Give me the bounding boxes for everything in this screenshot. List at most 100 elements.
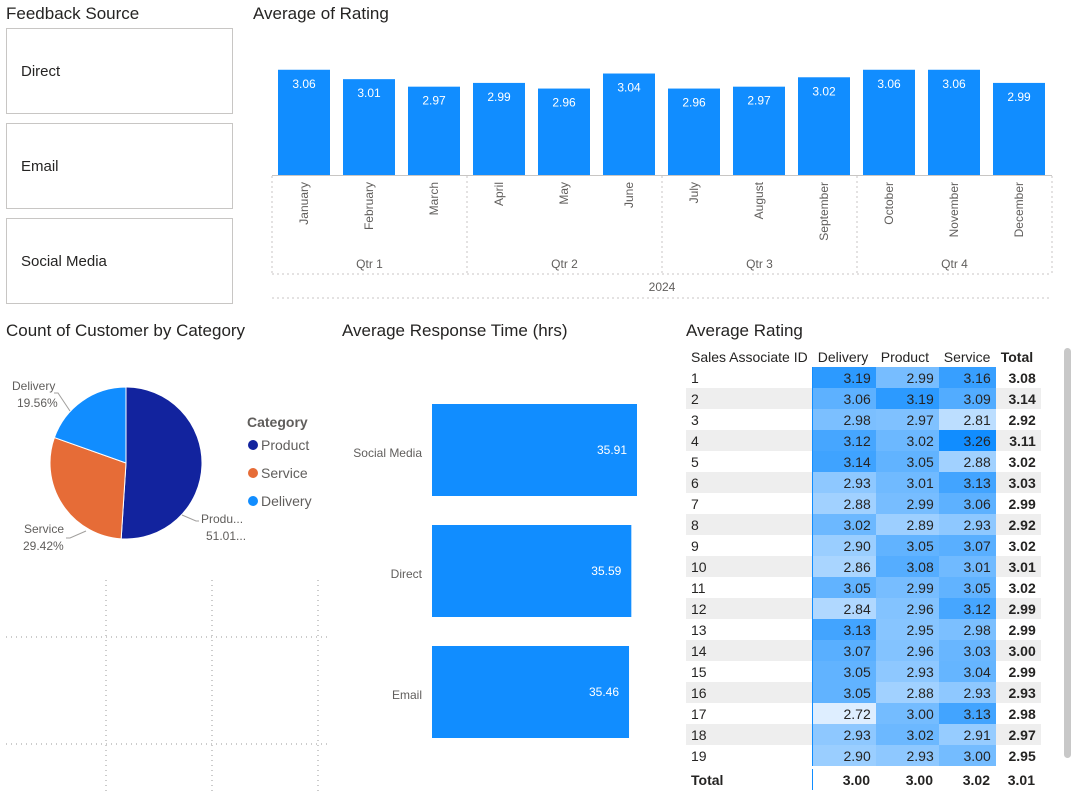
matrix-row: 4 3.12 3.02 3.26 3.11 bbox=[686, 430, 1041, 451]
matrix-title: Average Rating bbox=[686, 321, 803, 340]
matrix-cell: 2.93 bbox=[875, 661, 939, 682]
matrix-cell: 3.26 bbox=[938, 430, 996, 451]
matrix-cell: 2.88 bbox=[875, 682, 939, 703]
matrix-cell: 3.07 bbox=[812, 640, 876, 661]
legend-item-product[interactable]: Product bbox=[261, 437, 309, 453]
slicer-option-direct[interactable]: Direct bbox=[6, 28, 233, 114]
pie-slice-delivery[interactable] bbox=[53, 386, 127, 464]
month-bar[interactable] bbox=[278, 69, 330, 175]
sales-associate-id: 13 bbox=[691, 621, 707, 638]
matrix-cell: 3.13 bbox=[812, 619, 876, 640]
month-bar[interactable] bbox=[408, 86, 460, 175]
matrix-cell: 3.05 bbox=[938, 577, 996, 598]
matrix-cell: 2.99 bbox=[875, 493, 939, 514]
matrix-cell: 2.93 bbox=[875, 745, 939, 766]
month-tick-label: November bbox=[947, 182, 961, 237]
matrix-cell: 3.12 bbox=[938, 598, 996, 619]
matrix-cell: 2.93 bbox=[938, 682, 996, 703]
matrix-cell: 3.02 bbox=[875, 430, 939, 451]
matrix-cell: 3.01 bbox=[938, 556, 996, 577]
matrix-row: 11 3.05 2.99 3.05 3.02 bbox=[686, 577, 1041, 598]
matrix-cell: 3.07 bbox=[938, 535, 996, 556]
month-bar[interactable] bbox=[603, 73, 655, 175]
matrix-row: 16 3.05 2.88 2.93 2.93 bbox=[686, 682, 1041, 703]
matrix-header[interactable]: Total bbox=[1000, 348, 1034, 365]
bar-data-label: 2.99 bbox=[1007, 90, 1031, 104]
response-category-label: Email bbox=[392, 688, 422, 702]
sales-associate-id: 2 bbox=[686, 388, 813, 409]
month-tick-label: October bbox=[882, 182, 896, 225]
month-bar[interactable] bbox=[993, 82, 1045, 175]
matrix-cell: 3.05 bbox=[875, 451, 939, 472]
matrix-header[interactable]: Sales Associate ID bbox=[691, 348, 808, 365]
empty-visual-placeholder bbox=[6, 580, 330, 792]
pie-slice-service[interactable] bbox=[49, 436, 127, 540]
matrix-header-row: Sales Associate ID Delivery Product Serv… bbox=[686, 346, 1041, 367]
bar-data-label: 2.99 bbox=[487, 90, 511, 104]
response-chart-title: Average Response Time (hrs) bbox=[342, 321, 568, 340]
matrix-row: 13 3.13 2.95 2.98 2.99 bbox=[686, 619, 1041, 640]
matrix-cell: 2.96 bbox=[875, 598, 939, 619]
matrix-header[interactable]: Service bbox=[943, 348, 991, 365]
sales-associate-id: 8 bbox=[686, 514, 813, 535]
matrix-cell: 3.06 bbox=[812, 388, 876, 409]
bar-data-label: 2.97 bbox=[747, 94, 771, 108]
matrix-row: 1 3.19 2.99 3.16 3.08 bbox=[686, 367, 1041, 388]
matrix-cell: 3.16 bbox=[938, 367, 996, 388]
month-bar[interactable] bbox=[538, 88, 590, 175]
matrix-row-total: 2.99 bbox=[1008, 621, 1036, 638]
matrix-cell: 3.08 bbox=[875, 556, 939, 577]
sales-associate-id: 9 bbox=[691, 537, 699, 554]
matrix-cell: 3.03 bbox=[938, 640, 996, 661]
legend-item-service[interactable]: Service bbox=[261, 465, 308, 481]
month-bar[interactable] bbox=[798, 77, 850, 175]
matrix-row-total: 2.93 bbox=[995, 682, 1041, 703]
matrix-row: 14 3.07 2.96 3.03 3.00 bbox=[686, 640, 1041, 661]
matrix-row: 6 2.93 3.01 3.13 3.03 bbox=[686, 472, 1041, 493]
matrix-cell: 3.13 bbox=[938, 703, 996, 724]
bar-data-label: 2.96 bbox=[552, 96, 576, 110]
month-bar[interactable] bbox=[733, 86, 785, 175]
month-bar[interactable] bbox=[928, 69, 980, 175]
month-bar[interactable] bbox=[668, 88, 720, 175]
matrix-cell: 3.02 bbox=[875, 724, 939, 745]
matrix-cell: 3.05 bbox=[812, 682, 876, 703]
sales-associate-id: 3 bbox=[691, 411, 699, 428]
matrix-cell: 3.00 bbox=[875, 703, 939, 724]
response-bar[interactable] bbox=[432, 525, 632, 617]
quarter-label: Qtr 4 bbox=[941, 257, 968, 271]
sales-associate-id: 16 bbox=[686, 682, 813, 703]
month-bar[interactable] bbox=[473, 82, 525, 175]
leader-line bbox=[181, 514, 199, 522]
pie-slice-product[interactable] bbox=[120, 386, 203, 540]
matrix-cell: 2.84 bbox=[812, 598, 876, 619]
sales-associate-id: 12 bbox=[686, 598, 813, 619]
legend-marker bbox=[248, 496, 258, 506]
slicer-option-email[interactable]: Email bbox=[6, 123, 233, 209]
month-tick-label: January bbox=[297, 182, 311, 225]
matrix-scrollbar[interactable] bbox=[1064, 348, 1071, 758]
response-bar[interactable] bbox=[432, 404, 637, 496]
matrix-header[interactable]: Delivery bbox=[817, 348, 869, 365]
bar-data-label: 3.06 bbox=[942, 77, 966, 91]
month-bar[interactable] bbox=[863, 69, 915, 175]
legend-marker bbox=[248, 468, 258, 478]
legend-item-delivery[interactable]: Delivery bbox=[261, 493, 312, 509]
matrix-cell: 2.97 bbox=[875, 409, 939, 430]
sales-associate-id: 15 bbox=[691, 663, 707, 680]
sales-associate-id: 1 bbox=[691, 369, 699, 386]
matrix-cell: 3.04 bbox=[938, 661, 996, 682]
bar-data-label: 35.59 bbox=[591, 564, 621, 578]
matrix-header[interactable]: Product bbox=[880, 348, 929, 365]
month-tick-label: June bbox=[622, 182, 636, 208]
matrix-row: 17 2.72 3.00 3.13 2.98 bbox=[686, 703, 1041, 724]
slicer-option-social-media[interactable]: Social Media bbox=[6, 218, 233, 304]
month-bar[interactable] bbox=[343, 79, 395, 175]
response-bar[interactable] bbox=[432, 646, 630, 738]
matrix-row-total: 2.92 bbox=[995, 514, 1041, 535]
matrix-row-total: 3.02 bbox=[1008, 453, 1036, 470]
matrix-row-total: 2.98 bbox=[1008, 705, 1036, 722]
month-tick-label: February bbox=[362, 182, 376, 230]
matrix-row-total: 2.99 bbox=[995, 598, 1041, 619]
matrix-cell: 3.05 bbox=[812, 577, 876, 598]
